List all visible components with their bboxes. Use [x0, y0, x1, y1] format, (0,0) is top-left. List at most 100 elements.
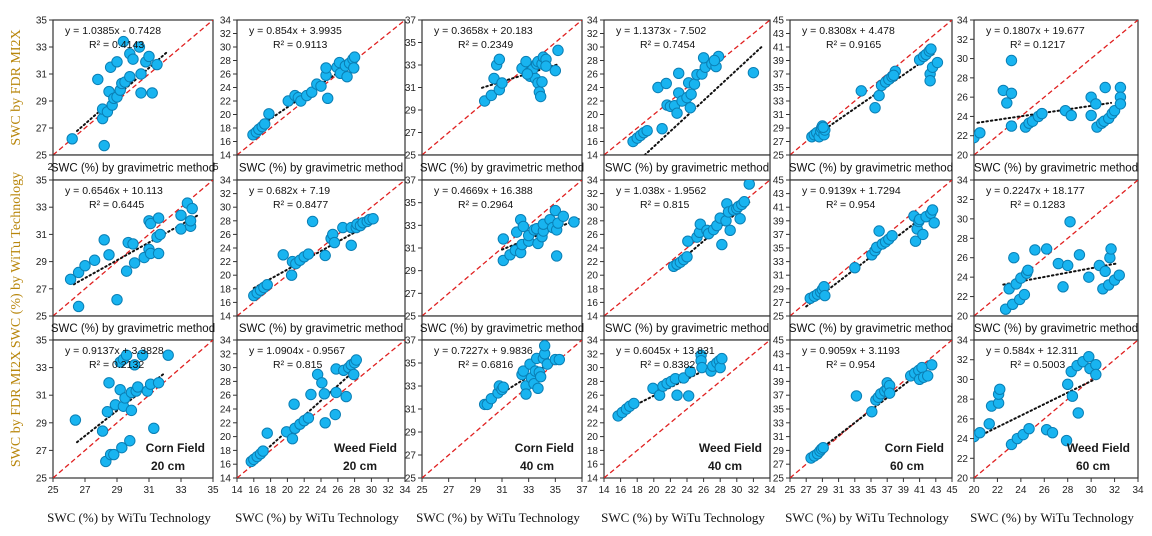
plot-area [237, 340, 405, 478]
plot-area [53, 180, 213, 316]
y-tick-label: 28 [587, 56, 599, 67]
data-point [288, 398, 300, 410]
data-point [64, 273, 77, 285]
r-squared: R² = 0.9113 [273, 39, 328, 51]
regression-equation: y = 0.7227x + 9.9836 [434, 345, 533, 357]
y-tick-label: 37 [773, 230, 785, 241]
data-point [286, 432, 299, 445]
data-point [340, 390, 352, 403]
y-tick-label: 16 [220, 137, 232, 148]
y-tick-label: 31 [405, 83, 417, 94]
data-point [1062, 378, 1074, 391]
depth-label: 40 cm [520, 459, 554, 473]
y-tick-label: 26 [587, 230, 599, 241]
gravimetric-axis-label: SWC (%) by gravimetric method [239, 323, 403, 335]
data-point [348, 62, 360, 74]
x-tick-label: 32 [1109, 485, 1121, 496]
r-squared: R² = 0.6816 [458, 359, 513, 371]
data-point [1005, 54, 1018, 67]
y-tick-label: 27 [36, 446, 48, 457]
data-point [550, 250, 563, 262]
y-tick-label: 14 [220, 151, 232, 162]
gravimetric-axis-label: SWC (%) by gravimetric method [605, 163, 769, 175]
y-tick-label: 32 [587, 349, 599, 360]
y-tick-label: 32 [957, 355, 969, 366]
y-tick-label: 18 [220, 284, 232, 295]
data-point [96, 425, 109, 437]
depth-label: 40 cm [708, 459, 742, 473]
plot-area [790, 340, 952, 478]
data-point [103, 377, 115, 389]
data-point [925, 43, 937, 55]
plot-area [604, 340, 770, 478]
x-tick-label: 25 [784, 485, 796, 496]
x-tick-label: 39 [898, 485, 910, 496]
y-tick-label: 26 [220, 230, 232, 241]
y-tick-label: 27 [36, 284, 48, 295]
data-point [319, 249, 331, 262]
y-tick-label: 43 [773, 29, 785, 40]
data-point [124, 435, 136, 447]
y-axis-title-row-3: SWC by FDR MI2X [9, 351, 24, 467]
y-tick-label: 24 [957, 434, 969, 445]
x-tick-label: 28 [715, 485, 727, 496]
depth-label: 20 cm [151, 459, 185, 473]
data-point [128, 257, 141, 269]
data-point [114, 383, 126, 396]
y-tick-label: 25 [773, 151, 785, 162]
data-point [909, 235, 922, 247]
y-tick-label: 24 [220, 83, 232, 94]
data-point [143, 50, 155, 63]
regression-equation: y = 0.8308x + 4.478 [802, 25, 895, 37]
data-point [817, 441, 829, 454]
y-tick-label: 30 [957, 214, 969, 225]
y-tick-label: 32 [220, 189, 232, 200]
x-axis-title: SWC (%) by WiTu Technology [47, 510, 211, 525]
gravimetric-label-band [603, 315, 771, 341]
x-tick-label: 14 [231, 485, 243, 496]
x-tick-label: 33 [849, 485, 861, 496]
x-tick-label: 18 [632, 485, 644, 496]
data-point [319, 417, 331, 429]
data-point [322, 92, 334, 105]
data-point [708, 54, 721, 67]
data-point [520, 55, 532, 68]
y-tick-label: 32 [957, 35, 969, 46]
gravimetric-label-band [236, 315, 406, 341]
y-tick-label: 31 [773, 110, 785, 121]
data-point [136, 349, 149, 361]
panel-r2-c5: 25 27 29 31 33 35 37 39 41 43 45 y = 0.9139x + 1.72… [773, 176, 953, 341]
y-tick-label: 31 [36, 70, 48, 81]
y-tick-label: 16 [587, 298, 599, 309]
y-tick-label: 16 [587, 137, 599, 148]
plot-area [974, 340, 1138, 478]
y-tick-label: 33 [36, 203, 48, 214]
data-point [628, 397, 640, 410]
data-point [1113, 269, 1125, 281]
x-tick-label: 37 [882, 485, 894, 496]
y-tick-label: 34 [957, 336, 969, 347]
gravimetric-label-band [603, 154, 771, 181]
y-tick-label: 18 [220, 124, 232, 135]
data-point [108, 448, 120, 461]
regression-equation: y = 0.6045x + 13.831 [616, 345, 715, 357]
y-tick-label: 35 [405, 359, 417, 370]
data-point [497, 381, 510, 393]
y-tick-label: 27 [405, 128, 417, 139]
data-point [671, 107, 683, 119]
x-tick-label: 34 [399, 485, 411, 496]
x-tick-label: 16 [615, 485, 627, 496]
data-point [994, 383, 1006, 395]
x-tick-label: 26 [698, 485, 710, 496]
y-tick-label: 35 [773, 83, 785, 94]
data-point [162, 349, 174, 361]
one-to-one-line [422, 180, 582, 316]
y-tick-label: 34 [957, 176, 969, 187]
y-tick-label: 25 [36, 312, 48, 323]
y-tick-label: 29 [773, 446, 785, 457]
y-tick-label: 29 [36, 257, 48, 268]
y-tick-label: 35 [36, 336, 48, 347]
data-point [926, 359, 938, 371]
data-point [277, 249, 289, 261]
